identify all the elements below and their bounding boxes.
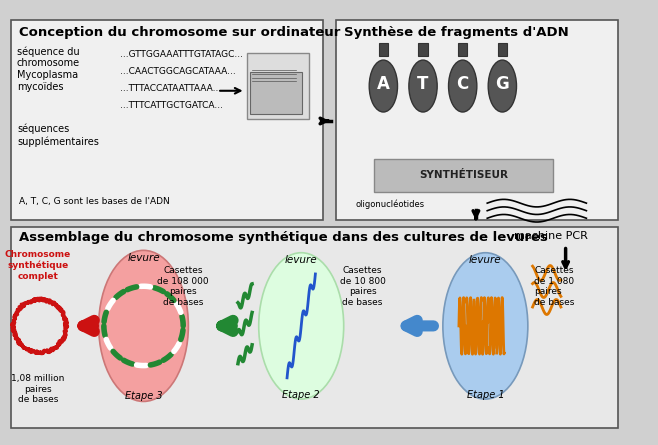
Ellipse shape: [259, 253, 343, 399]
Ellipse shape: [409, 60, 437, 112]
Text: ...TTTCATTGCTGATCA...: ...TTTCATTGCTGATCA...: [120, 101, 223, 110]
Text: séquences
supplémentaires: séquences supplémentaires: [17, 124, 99, 146]
Text: ...GTTGGAAATTTGTATAGC...: ...GTTGGAAATTTGTATAGC...: [120, 50, 243, 59]
Text: SYNTHÉTISEUR: SYNTHÉTISEUR: [419, 170, 508, 180]
Text: Etape 3: Etape 3: [125, 392, 163, 401]
Text: G: G: [495, 75, 509, 93]
Text: Etape 1: Etape 1: [467, 389, 504, 400]
Ellipse shape: [369, 60, 397, 112]
Text: Etape 2: Etape 2: [282, 389, 320, 400]
FancyBboxPatch shape: [374, 159, 553, 192]
Text: séquence du
chromosome
Mycoplasma
mycoïdes: séquence du chromosome Mycoplasma mycoïd…: [17, 46, 80, 92]
Text: Assemblage du chromosome synthétique dans des cultures de levures: Assemblage du chromosome synthétique dan…: [19, 231, 547, 244]
FancyBboxPatch shape: [497, 43, 507, 56]
Text: C: C: [457, 75, 468, 93]
FancyBboxPatch shape: [458, 43, 467, 56]
Text: Synthèse de fragments d'ADN: Synthèse de fragments d'ADN: [343, 26, 569, 39]
Text: Casettes
de 108 000
paires
de bases: Casettes de 108 000 paires de bases: [157, 267, 209, 307]
FancyBboxPatch shape: [250, 72, 302, 114]
FancyBboxPatch shape: [247, 53, 309, 119]
FancyBboxPatch shape: [11, 20, 323, 220]
Text: levure: levure: [127, 253, 160, 263]
Text: T: T: [417, 75, 429, 93]
Text: levure: levure: [469, 255, 501, 265]
Ellipse shape: [488, 60, 517, 112]
Ellipse shape: [443, 253, 528, 399]
FancyBboxPatch shape: [336, 20, 618, 220]
FancyBboxPatch shape: [11, 227, 618, 428]
FancyBboxPatch shape: [378, 43, 388, 56]
Text: Casettes
de 1 080
paires
de bases: Casettes de 1 080 paires de bases: [534, 267, 575, 307]
Text: oligonucléotides: oligonucléotides: [355, 199, 424, 209]
Text: A, T, C, G sont les bases de l'ADN: A, T, C, G sont les bases de l'ADN: [19, 197, 170, 206]
Ellipse shape: [449, 60, 477, 112]
Text: ...CAACTGGCAGCATAAA...: ...CAACTGGCAGCATAAA...: [120, 67, 236, 76]
Text: machine PCR: machine PCR: [514, 231, 588, 242]
Text: A: A: [377, 75, 390, 93]
Text: Casettes
de 10 800
paires
de bases: Casettes de 10 800 paires de bases: [340, 267, 386, 307]
FancyBboxPatch shape: [418, 43, 428, 56]
Text: levure: levure: [285, 255, 318, 265]
Text: ...TTTACCATAATTAAA..: ...TTTACCATAATTAAA..: [120, 84, 218, 93]
Ellipse shape: [99, 251, 188, 401]
Text: 1,08 million
paires
de bases: 1,08 million paires de bases: [11, 375, 64, 404]
Text: Conception du chromosome sur ordinateur: Conception du chromosome sur ordinateur: [19, 26, 340, 39]
Text: Chromosome
synthétique
complet: Chromosome synthétique complet: [5, 251, 71, 281]
